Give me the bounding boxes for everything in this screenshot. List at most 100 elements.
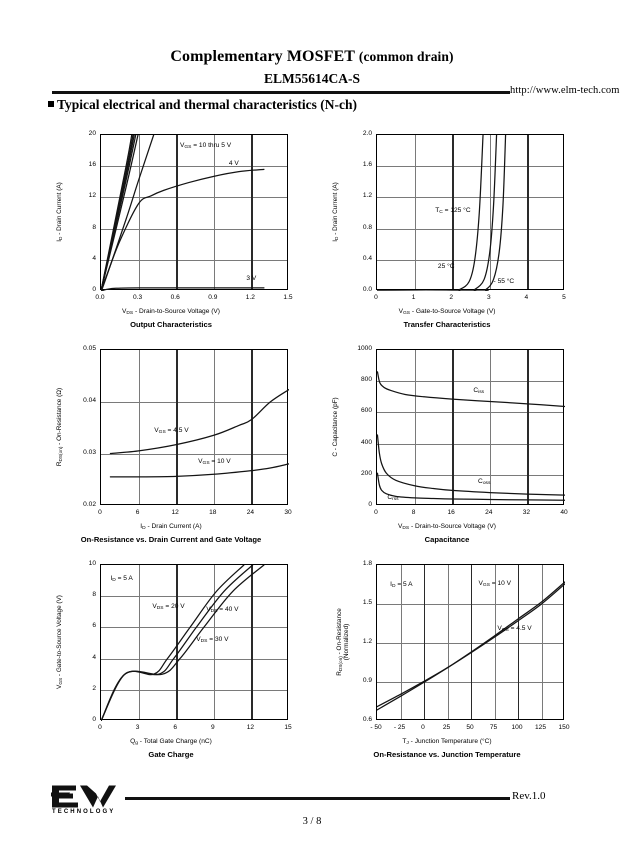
gridline-horizontal (101, 166, 287, 168)
gridline-vertical (213, 135, 215, 289)
gridline-horizontal (101, 627, 287, 629)
y-axis-tick-label: 1.2 (362, 638, 372, 645)
curve-annotation: Coss (478, 477, 491, 486)
x-axis-tick-label: - 50 (370, 724, 382, 731)
x-axis-tick-label: 0 (374, 294, 378, 301)
gridline-vertical (138, 350, 140, 504)
y-axis-tick-label: 12 (88, 192, 96, 200)
chart-title: Gate Charge (148, 750, 194, 759)
gridline-horizontal (377, 197, 563, 199)
curve-layer (377, 581, 565, 711)
plot-area: VGS = 10 thru 5 V 4 V 3 V (100, 134, 288, 291)
y-axis-tick-label: 200 (360, 469, 372, 477)
data-curve (377, 135, 484, 291)
y-axis-tick-label: 0.4 (362, 254, 372, 262)
y-axis-tick-label: 16 (88, 161, 96, 169)
data-curve (377, 583, 565, 708)
y-axis-tick-label: 1.5 (362, 599, 372, 606)
y-axis-tick-label: 2 (92, 684, 96, 692)
y-axis-tick-label: 0.8 (362, 223, 372, 231)
section-heading: Typical electrical and thermal character… (48, 97, 357, 113)
data-curve (101, 135, 139, 291)
curve-layer (101, 135, 265, 291)
y-axis-tick-label: 0.04 (83, 397, 96, 404)
y-axis-tick-label: 0.03 (83, 449, 96, 456)
curve-annotation: VGS = 4.5 V (497, 625, 532, 634)
x-axis-tick-label: 25 (442, 724, 451, 731)
x-axis-tick-label: 0.0 (95, 294, 105, 301)
x-axis-tick-label: 0.3 (133, 294, 143, 301)
gridline-vertical (424, 565, 426, 719)
curve-annotation: 25 °C (437, 262, 455, 270)
gridline-horizontal (377, 682, 563, 683)
y-axis-tick-label: 0.9 (362, 677, 372, 684)
x-axis-tick-label: 9 (210, 724, 215, 731)
gridline-vertical (447, 565, 449, 719)
data-curve (109, 388, 289, 455)
y-axis-title: VGS - Gate-to-Source Voltage (V) (56, 595, 65, 689)
data-curve (101, 287, 265, 291)
gridline-vertical (471, 565, 473, 719)
x-axis-title: VDS - Drain-to-Source Voltage (V) (121, 308, 221, 317)
curve-annotation: 3 V (246, 274, 257, 282)
y-axis-tick-label: 2.0 (362, 130, 372, 137)
curve-annotation: VDS = 30 V (196, 635, 229, 644)
y-axis-tick-label: 800 (360, 376, 372, 384)
x-axis-tick-label: 24 (485, 509, 493, 516)
plot-area: Ciss Coss Crss (376, 349, 565, 505)
x-axis-tick-label: 0 (374, 509, 378, 516)
chart-title: On-Resistance vs. Drain Current and Gate… (80, 535, 262, 544)
page-title: Complementary MOSFET (common drain) (0, 48, 624, 66)
gridline-horizontal (101, 658, 287, 660)
revision-label: Rev.1.0 (512, 790, 546, 802)
x-axis-tick-label: 12 (246, 724, 255, 731)
data-curve (101, 565, 245, 721)
curve-annotation: TC = 125 °C (435, 207, 471, 216)
x-axis-title: VGS - Gate-to-Source Voltage (V) (398, 308, 496, 317)
curve-annotation: VDS = 20 V (152, 603, 185, 612)
gridline-vertical (400, 565, 402, 719)
y-axis-tick-label: 8 (92, 591, 96, 599)
gridline-horizontal (377, 643, 563, 644)
curve-annotation: ID = 5 A (110, 575, 133, 584)
curve-annotation: VGS = 10 V (478, 579, 512, 588)
y-axis-tick-label: 600 (360, 407, 372, 415)
plot-area: VGS = 4.5 V VGS = 10 V (100, 349, 289, 505)
gridline-horizontal (377, 259, 563, 261)
y-axis-tick-label: 1000 (357, 345, 372, 352)
data-curve (377, 135, 507, 291)
gridline-vertical (414, 135, 416, 289)
x-axis-tick-label: 3 (135, 724, 140, 731)
curve-annotation: Ciss (473, 386, 485, 395)
gridline-vertical (541, 565, 543, 719)
y-axis-title: ID - Drain Current (A) (56, 182, 65, 242)
gridline-horizontal (101, 228, 287, 230)
y-axis-tick-label: 4 (92, 653, 96, 661)
plot-area: ID = 5 A VGS = 10 V VGS = 4.5 V (376, 564, 565, 720)
plot-area: ID = 5 A VDS = 20 V VDS = 40 V VDS = 30 V (100, 564, 288, 721)
gridline-vertical (176, 565, 178, 719)
x-axis-tick-label: 75 (489, 724, 498, 731)
gridline-horizontal (377, 443, 563, 445)
data-curve (377, 135, 498, 291)
chart-title: On-Resistance vs. Junction Temperature (373, 750, 521, 759)
company-url: http://www.elm-tech.com (510, 85, 620, 96)
x-axis-tick-label: 32 (522, 509, 531, 516)
gridline-vertical (452, 350, 454, 504)
curve-annotation: VGS = 10 V (198, 457, 231, 466)
gridline-horizontal (377, 381, 563, 383)
y-axis-tick-label: 0 (92, 286, 96, 293)
gridline-horizontal (101, 454, 287, 455)
gridline-horizontal (377, 604, 563, 605)
y-axis-tick-label: 400 (360, 438, 372, 446)
x-axis-tick-label: 0.6 (170, 294, 180, 301)
y-axis-title: C - Capacitance (pF) (332, 397, 339, 457)
y-axis-tick-label: 1.2 (362, 192, 372, 200)
x-axis-tick-label: 0 (421, 724, 425, 731)
y-axis-title: ID - Drain Current (A) (332, 182, 341, 242)
x-axis-tick-label: 6 (135, 509, 140, 516)
x-axis-tick-label: 40 (560, 509, 568, 516)
gridline-vertical (527, 135, 529, 289)
gridline-vertical (527, 350, 529, 504)
